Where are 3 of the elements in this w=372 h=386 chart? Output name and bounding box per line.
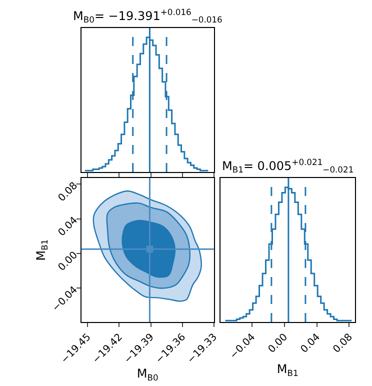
x-axis-title: M$_{B0}$ bbox=[136, 366, 158, 382]
y-axis-title: M$_{B1}$ bbox=[222, 159, 244, 175]
x-axis-title: M$_{B1}$ bbox=[276, 362, 298, 378]
